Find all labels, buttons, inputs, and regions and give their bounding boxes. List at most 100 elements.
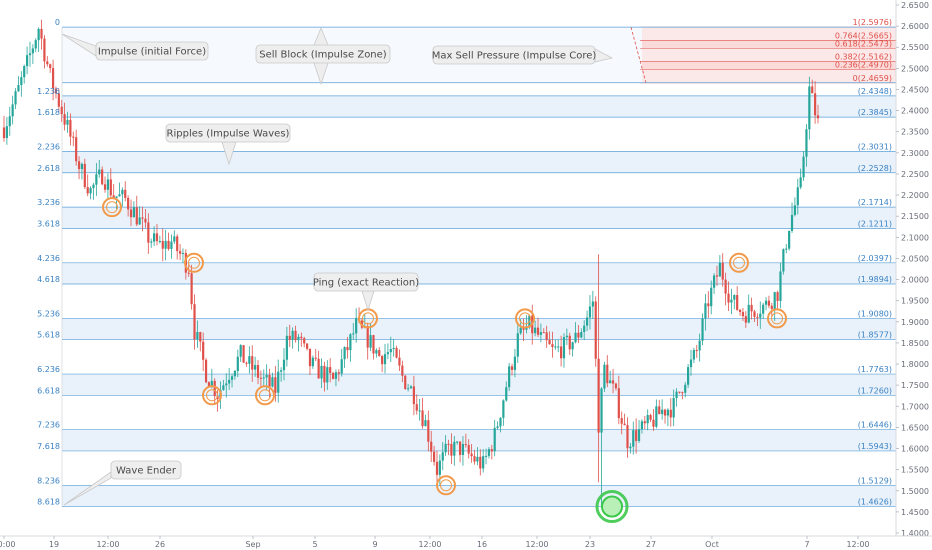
price-axis[interactable]: 2.6500 2.6000 2.5500 2.5000 2.4500 2.4000 2.35… xyxy=(895,0,932,550)
candle-body xyxy=(510,366,514,370)
candle-body xyxy=(118,194,121,197)
candle-body xyxy=(8,116,11,127)
candle-body xyxy=(381,355,384,365)
fib-price-label: 0.236(2.4970) xyxy=(835,61,892,70)
candle-body xyxy=(461,444,465,455)
candle-body xyxy=(233,370,237,377)
price-tick-label: 1.7000 xyxy=(901,402,929,411)
candle-body xyxy=(681,392,684,394)
candle-body xyxy=(805,129,808,157)
candle-body xyxy=(632,430,635,447)
fib-level-label: 5.618 xyxy=(37,331,60,340)
candle-body xyxy=(629,446,632,449)
reaction-marker xyxy=(436,475,456,496)
candle-body xyxy=(692,350,695,360)
candle-body xyxy=(707,303,710,307)
price-tick-label: 2.2500 xyxy=(901,170,929,179)
price-tick-label: 1.4500 xyxy=(901,508,929,517)
candle-body xyxy=(785,248,788,250)
candle-body xyxy=(297,336,300,341)
candle-body xyxy=(69,119,72,137)
candle-body xyxy=(770,305,773,309)
wave-ender-marker-inner xyxy=(601,495,623,518)
candle-body xyxy=(788,230,791,249)
price-tick-label: 1.8000 xyxy=(901,360,929,369)
candle-body xyxy=(747,304,750,323)
fib-band xyxy=(62,318,896,340)
candle-body xyxy=(759,313,762,318)
sell-zone-band xyxy=(642,27,896,41)
time-tick-label: 12:00 xyxy=(418,540,441,549)
candle-body xyxy=(204,359,208,383)
candle-body xyxy=(43,38,46,62)
ping-callout-fill xyxy=(315,274,417,290)
candle-body xyxy=(170,241,173,249)
candle-body xyxy=(415,404,418,411)
candle-body xyxy=(762,304,765,314)
sell-zone-band xyxy=(642,40,896,49)
candle-body xyxy=(484,455,488,457)
fib-price-label: (2.1211) xyxy=(858,219,892,228)
impulse-callout: Impulse (initial Force) xyxy=(61,33,209,61)
reaction-marker xyxy=(184,252,204,273)
candle-body xyxy=(262,377,265,379)
candle-body xyxy=(5,126,8,139)
max-sell-callout-text: Max Sell Pressure (Impulse Core) xyxy=(432,51,597,62)
fib-price-label: (2.4348) xyxy=(858,87,892,96)
fib-level-label: 8.618 xyxy=(37,498,60,507)
candle-body xyxy=(46,61,49,65)
candle-body xyxy=(349,334,352,351)
candle-body xyxy=(421,410,424,427)
price-tick-label: 2.0000 xyxy=(901,276,929,285)
time-tick-label: 12:00 xyxy=(525,540,548,549)
candle-body xyxy=(571,342,574,350)
candle-body xyxy=(352,333,355,335)
candle-body xyxy=(337,372,340,374)
candle-body xyxy=(493,427,496,452)
candle-body xyxy=(155,233,159,242)
candle-body xyxy=(796,187,799,206)
fib-band xyxy=(62,429,896,451)
candle-body xyxy=(741,312,745,317)
candle-body xyxy=(508,366,511,388)
candle-body xyxy=(294,330,297,341)
candles xyxy=(2,19,820,506)
fib-price-label: (1.8577) xyxy=(858,331,892,340)
candle-body xyxy=(588,306,592,318)
candle-body xyxy=(557,346,560,348)
fib-band xyxy=(62,374,896,396)
fib-price-label: (2.3845) xyxy=(858,108,892,117)
reaction-marker xyxy=(767,308,787,329)
fib-price-label: 1(2.5976) xyxy=(853,18,892,27)
candle-body xyxy=(320,365,323,379)
reaction-marker-inner xyxy=(771,312,783,325)
candle-body xyxy=(574,332,577,343)
candle-body xyxy=(386,352,390,355)
candle-body xyxy=(375,350,378,354)
time-axis[interactable]: 00:00 19 12:00 26 Sep 5 9 12:00 16 12:00 23 27 Oct 7 1… xyxy=(0,535,932,550)
candle-body xyxy=(152,233,156,242)
fib-price-label: 0(2.4659) xyxy=(853,74,892,83)
fib-level-label: 3.618 xyxy=(37,219,60,228)
candle-body xyxy=(106,179,110,190)
candle-body xyxy=(424,420,427,427)
candle-body xyxy=(178,251,182,254)
sell-block-callout-fill xyxy=(257,46,389,62)
candle-body xyxy=(127,197,130,210)
time-tick-label: 23 xyxy=(585,540,595,549)
fib-level-label: 1.236 xyxy=(37,87,60,96)
candle-body xyxy=(2,127,6,139)
candle-body xyxy=(409,386,413,389)
candle-body xyxy=(383,354,387,365)
candle-body xyxy=(202,341,205,360)
candle-body xyxy=(207,382,211,387)
callouts: Impulse (initial Force) Sell Block (Impul… xyxy=(61,26,614,506)
candle-body xyxy=(551,344,554,348)
candle-body xyxy=(109,179,112,196)
candle-body xyxy=(730,299,733,303)
candle-body xyxy=(346,347,349,351)
candle-body xyxy=(441,452,444,461)
candle-body xyxy=(811,86,814,94)
candle-body xyxy=(161,241,164,249)
ping-callout-text: Ping (exact Reaction) xyxy=(313,278,419,289)
